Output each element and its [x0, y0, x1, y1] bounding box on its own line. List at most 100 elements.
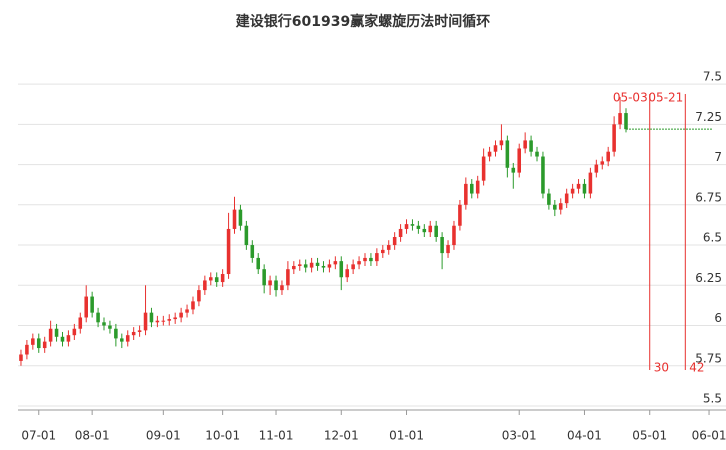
x-tick-label: 01-01 [389, 429, 424, 443]
candle-body [493, 145, 498, 152]
candle-body [321, 265, 326, 268]
candle-body [54, 328, 59, 337]
candle-body [553, 204, 557, 210]
candle-body [25, 344, 29, 355]
candle-body [588, 172, 593, 194]
candle-body [570, 188, 575, 194]
candle-body [286, 269, 290, 286]
candle-body [179, 312, 183, 318]
y-tick-label: 6.5 [703, 231, 722, 245]
candle-body [303, 264, 308, 268]
candle-body [452, 225, 456, 246]
candle-body [244, 225, 249, 246]
candle-body [19, 354, 23, 361]
candle-body [125, 335, 130, 342]
cycle-count: 30 [654, 361, 669, 375]
candle-body [256, 257, 261, 270]
candle-body [381, 249, 385, 254]
candle-body [404, 224, 409, 229]
candle-body [487, 151, 492, 157]
candle-body [143, 312, 148, 331]
y-tick-label: 7 [714, 150, 722, 164]
candle-body [173, 317, 177, 320]
candle-body [624, 113, 628, 130]
candle-body [149, 312, 154, 323]
candle-body [594, 164, 599, 173]
candle-body [297, 264, 302, 266]
candle-body [612, 124, 616, 152]
candle-body [339, 261, 344, 278]
candle-body [96, 312, 100, 323]
candle-body [48, 328, 53, 342]
candle-body [226, 228, 231, 275]
candle-body [108, 325, 112, 329]
candle-body [72, 328, 77, 336]
x-tick-label: 10-01 [205, 429, 240, 443]
candle-body [185, 309, 189, 313]
chart-title: 建设银行601939赢家螺旋历法时间循环 [236, 13, 490, 30]
x-tick-label: 11-01 [259, 429, 294, 443]
candle-body [309, 262, 314, 268]
candle-body [345, 269, 349, 278]
x-tick-label: 12-01 [324, 429, 359, 443]
candle-body [511, 167, 516, 173]
candle-body [541, 156, 545, 194]
candle-body [357, 261, 361, 265]
candle-body [618, 113, 622, 125]
candle-body [60, 336, 65, 342]
candle-body [292, 265, 296, 270]
candle-body [232, 209, 237, 229]
candle-body [505, 140, 510, 168]
y-tick-label: 6.25 [695, 271, 722, 285]
candle-body [469, 183, 474, 194]
candle-body [66, 335, 71, 342]
candle-body [250, 245, 255, 258]
candle-body [268, 280, 272, 286]
candle-body [161, 320, 166, 322]
candle-body [36, 338, 41, 349]
candle-body [606, 151, 610, 162]
y-tick-label: 7.25 [695, 110, 722, 124]
x-tick-label: 09-01 [146, 429, 181, 443]
candle-body [31, 338, 35, 345]
candle-body [416, 225, 421, 229]
candle-body [386, 245, 391, 250]
candle-body [564, 193, 569, 204]
candle-body [582, 183, 587, 194]
candle-body [547, 193, 551, 205]
candle-body [410, 224, 415, 226]
candle-body [102, 322, 106, 326]
candle-body [191, 301, 195, 310]
candle-body [428, 225, 433, 233]
candle-body [197, 290, 201, 302]
candle-body [481, 156, 486, 181]
candle-body [274, 280, 278, 291]
x-tick-label: 03-01 [502, 429, 537, 443]
candle-body [208, 277, 213, 281]
candle-body [351, 264, 355, 270]
candle-body [375, 253, 379, 262]
candle-body [576, 183, 581, 189]
candle-body [90, 296, 94, 313]
candle-body [203, 280, 207, 291]
candle-body [535, 151, 539, 157]
x-tick-label: 05-01 [632, 429, 667, 443]
candle-body [137, 330, 142, 332]
candle-body [600, 161, 605, 165]
candle-body [475, 180, 480, 194]
candle-body [120, 338, 124, 342]
candle-body [262, 269, 266, 286]
candle-body [333, 261, 338, 265]
candle-body [114, 328, 118, 339]
candle-body [499, 140, 504, 146]
candle-body [446, 245, 450, 254]
cycle-date: 05-21 [648, 91, 683, 105]
y-tick-label: 5.5 [703, 392, 722, 406]
candle-body [440, 237, 444, 254]
candle-body [529, 140, 533, 152]
cycle-date: 05-03 [613, 91, 648, 105]
y-tick-label: 5.75 [695, 351, 722, 365]
candle-body [220, 274, 225, 283]
candle-body [369, 257, 373, 262]
candle-body [315, 262, 320, 266]
